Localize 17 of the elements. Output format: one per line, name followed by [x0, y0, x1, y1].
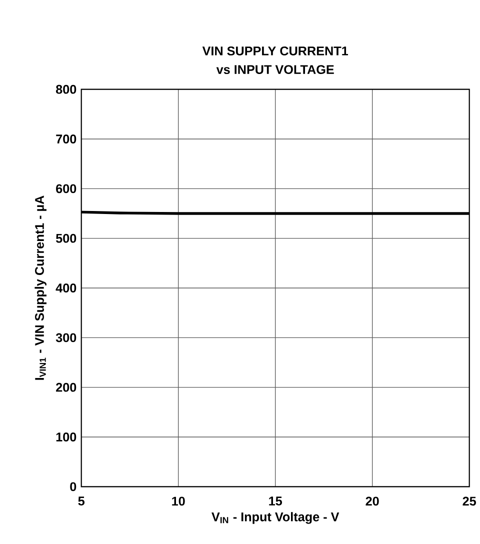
y-tick-label: 200 — [56, 382, 76, 392]
x-tick-label: 20 — [366, 496, 379, 506]
y-tick-label: 800 — [56, 84, 76, 94]
y-tick-label: 400 — [56, 284, 76, 292]
y-axis-title: I$_{VIN1}$ - VIN Supply Current1 - µA — [34, 196, 46, 380]
y-tick-label: 500 — [56, 234, 76, 243]
y-tick-label: 100 — [56, 432, 76, 442]
x-tick-label: 25 — [462, 496, 476, 506]
y-tick-label: 300 — [56, 333, 76, 342]
x-tick-label: 5 — [78, 496, 84, 506]
x-axis-title: V$_{IN}$ - Input Voltage - V — [212, 512, 340, 524]
y-tick-label: 700 — [56, 134, 76, 144]
y-tick-label: 0 — [70, 482, 76, 492]
chart-title: VIN SUPPLY CURRENT1 vs INPUT VOLTAGE — [202, 46, 348, 74]
x-tick-label: 15 — [269, 496, 282, 506]
x-tick-label: 10 — [172, 496, 185, 506]
y-tick-label: 600 — [56, 184, 76, 194]
